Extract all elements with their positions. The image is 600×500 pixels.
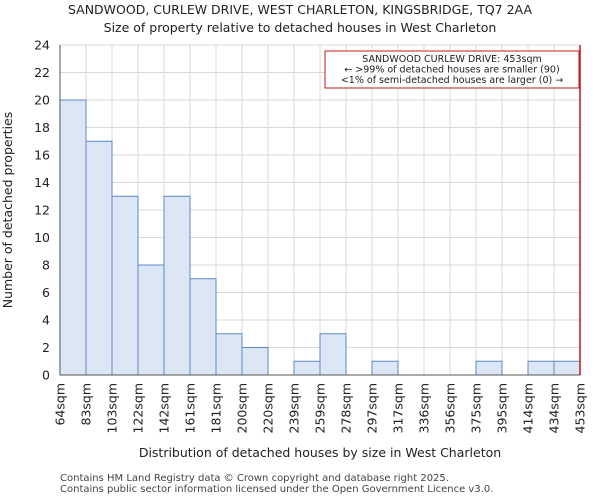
x-tick-label: 317sqm bbox=[391, 383, 406, 433]
y-tick-label: 14 bbox=[34, 175, 50, 190]
y-tick-label: 10 bbox=[34, 230, 50, 245]
histogram-bar bbox=[475, 360, 503, 376]
histogram-bar bbox=[293, 360, 321, 376]
x-tick-label: 375sqm bbox=[469, 383, 484, 433]
annotation-box bbox=[324, 50, 580, 89]
chart-title: SANDWOOD, CURLEW DRIVE, WEST CHARLETON, … bbox=[67, 2, 532, 17]
footer-licence: Contains public sector information licen… bbox=[60, 484, 494, 495]
y-tick-label: 8 bbox=[42, 258, 50, 273]
x-tick-label: 434sqm bbox=[547, 383, 562, 433]
y-tick-label: 4 bbox=[42, 313, 50, 328]
x-tick-label: 259sqm bbox=[313, 383, 328, 433]
x-tick-label: 103sqm bbox=[105, 383, 120, 433]
histogram-bar bbox=[189, 278, 217, 376]
x-tick-label: 220sqm bbox=[261, 383, 276, 433]
x-tick-label: 83sqm bbox=[79, 383, 94, 426]
x-tick-label: 181sqm bbox=[209, 383, 224, 433]
x-tick-label: 336sqm bbox=[417, 383, 432, 433]
histogram-bar bbox=[137, 264, 165, 376]
histogram-bar bbox=[85, 140, 113, 376]
annotation-line: <1% of semi-detached houses are larger (… bbox=[341, 75, 563, 86]
y-tick-label: 18 bbox=[34, 120, 50, 135]
y-tick-label: 12 bbox=[34, 203, 50, 218]
x-tick-label: 278sqm bbox=[339, 383, 354, 433]
chart-subtitle: Size of property relative to detached ho… bbox=[103, 20, 497, 35]
x-tick-label: 200sqm bbox=[235, 383, 250, 433]
x-tick-label: 64sqm bbox=[53, 383, 68, 426]
x-tick-label: 297sqm bbox=[365, 383, 380, 433]
y-tick-label: 20 bbox=[34, 93, 50, 108]
x-tick-label: 161sqm bbox=[183, 383, 198, 433]
x-tick-label: 414sqm bbox=[521, 383, 536, 433]
footer-copyright: Contains HM Land Registry data © Crown c… bbox=[60, 473, 449, 484]
histogram-bar bbox=[527, 360, 555, 376]
x-axis-title: Distribution of detached houses by size … bbox=[139, 445, 501, 460]
x-tick-label: 356sqm bbox=[443, 383, 458, 433]
y-tick-label: 24 bbox=[34, 38, 50, 53]
y-tick-label: 22 bbox=[34, 65, 50, 80]
x-tick-label: 142sqm bbox=[157, 383, 172, 433]
histogram-bar bbox=[371, 360, 399, 376]
x-tick-label: 453sqm bbox=[573, 383, 588, 433]
x-tick-label: 122sqm bbox=[131, 383, 146, 433]
x-tick-label: 239sqm bbox=[287, 383, 302, 433]
annotation-line: SANDWOOD CURLEW DRIVE: 453sqm bbox=[362, 54, 542, 65]
histogram-bar bbox=[111, 195, 139, 376]
histogram-bar bbox=[553, 360, 581, 376]
x-tick-label: 395sqm bbox=[495, 383, 510, 433]
y-tick-label: 16 bbox=[34, 148, 50, 163]
histogram-bar bbox=[163, 195, 191, 376]
histogram-bar bbox=[215, 333, 243, 376]
y-axis-title: Number of detached properties bbox=[0, 112, 15, 309]
annotation-line: ← >99% of detached houses are smaller (9… bbox=[344, 65, 559, 76]
y-tick-label: 0 bbox=[42, 368, 50, 383]
histogram-bar bbox=[241, 347, 269, 376]
histogram-bar bbox=[319, 333, 347, 376]
y-tick-label: 2 bbox=[42, 340, 50, 355]
histogram-bar bbox=[59, 99, 87, 376]
y-tick-label: 6 bbox=[42, 285, 50, 300]
